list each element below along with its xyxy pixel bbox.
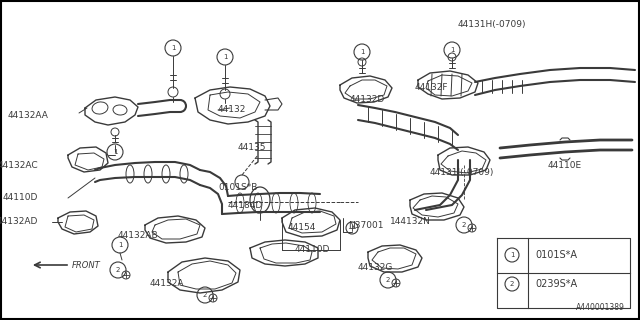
Text: 44110D: 44110D bbox=[295, 245, 330, 254]
Text: 0101S*A: 0101S*A bbox=[535, 250, 577, 260]
Circle shape bbox=[217, 49, 233, 65]
Text: 2: 2 bbox=[510, 281, 514, 287]
Text: 44154: 44154 bbox=[288, 223, 316, 233]
Text: 1: 1 bbox=[360, 49, 364, 55]
Text: 1: 1 bbox=[223, 54, 227, 60]
Circle shape bbox=[107, 144, 123, 160]
Text: 44132A: 44132A bbox=[150, 279, 184, 289]
Text: N37001: N37001 bbox=[348, 220, 383, 229]
Circle shape bbox=[197, 287, 213, 303]
Text: 44131I(-0709): 44131I(-0709) bbox=[430, 169, 494, 178]
Text: 0101S*B: 0101S*B bbox=[218, 183, 257, 193]
Circle shape bbox=[112, 237, 128, 253]
Text: 44132AD: 44132AD bbox=[0, 218, 38, 227]
Text: A440001389: A440001389 bbox=[576, 303, 625, 312]
Text: 144132N: 144132N bbox=[390, 218, 431, 227]
Text: 44132F: 44132F bbox=[415, 84, 449, 92]
Text: 44132G: 44132G bbox=[358, 263, 394, 273]
Circle shape bbox=[456, 217, 472, 233]
Text: 44132: 44132 bbox=[218, 106, 246, 115]
Circle shape bbox=[165, 40, 181, 56]
Text: 44132AC: 44132AC bbox=[0, 161, 38, 170]
Text: 44110E: 44110E bbox=[548, 161, 582, 170]
Text: 44135: 44135 bbox=[238, 143, 266, 153]
Text: 2: 2 bbox=[462, 222, 466, 228]
Circle shape bbox=[354, 44, 370, 60]
Text: 0239S*A: 0239S*A bbox=[535, 279, 577, 289]
Text: 44132AB: 44132AB bbox=[118, 230, 159, 239]
Circle shape bbox=[505, 277, 519, 291]
Text: FRONT: FRONT bbox=[72, 260, 100, 269]
Text: 1: 1 bbox=[509, 252, 515, 258]
Circle shape bbox=[444, 42, 460, 58]
Circle shape bbox=[505, 248, 519, 262]
Text: 44184D: 44184D bbox=[228, 201, 263, 210]
Text: 1: 1 bbox=[171, 45, 175, 51]
Text: 2: 2 bbox=[203, 292, 207, 298]
Text: 1: 1 bbox=[113, 149, 117, 155]
Text: 2: 2 bbox=[116, 267, 120, 273]
Text: 44110D: 44110D bbox=[3, 194, 38, 203]
Circle shape bbox=[110, 262, 126, 278]
Text: 44132AA: 44132AA bbox=[7, 110, 48, 119]
Circle shape bbox=[380, 272, 396, 288]
Text: 44131H(-0709): 44131H(-0709) bbox=[458, 20, 527, 29]
Text: 44132D: 44132D bbox=[350, 95, 385, 105]
Text: 1: 1 bbox=[118, 242, 122, 248]
Text: 2: 2 bbox=[386, 277, 390, 283]
Text: 1: 1 bbox=[450, 47, 454, 53]
